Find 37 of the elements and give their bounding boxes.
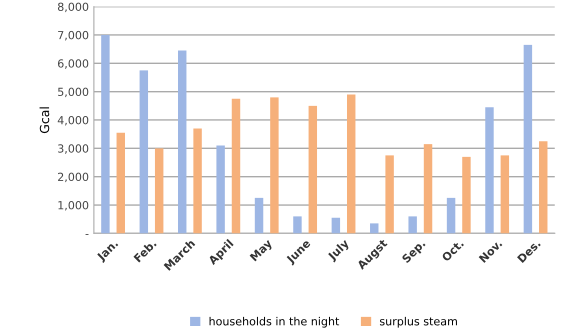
- y-tick-label: 6,000: [58, 59, 88, 69]
- bar: [101, 34, 110, 234]
- bar: [370, 223, 378, 234]
- bar: [500, 155, 510, 234]
- bar: [293, 216, 302, 234]
- y-tick-label: 5,000: [58, 88, 88, 98]
- bar: [270, 97, 279, 234]
- bar: [524, 44, 532, 234]
- bar: [116, 132, 125, 234]
- y-tick-label: 4,000: [58, 116, 88, 126]
- bar: [308, 106, 318, 234]
- bar: [446, 198, 456, 234]
- bar: [408, 216, 417, 234]
- bar: [485, 107, 494, 234]
- y-tick-label: -: [86, 234, 88, 235]
- bar: [539, 141, 548, 234]
- y-tick-label: 2,000: [58, 172, 88, 182]
- bar: [385, 155, 394, 234]
- bar: [140, 70, 148, 234]
- bar: [216, 145, 225, 234]
- y-tick-label: 1,000: [58, 200, 88, 211]
- legend-label: households in the night: [210, 316, 340, 328]
- bar: [462, 156, 471, 234]
- y-tick-label: 3,000: [58, 144, 88, 154]
- bar: [254, 198, 264, 234]
- bar: [424, 144, 432, 234]
- y-tick-label: 8,000: [58, 2, 88, 12]
- y-tick-label: 7,000: [58, 30, 88, 40]
- legend-label: surplus steam: [380, 316, 457, 328]
- bar: [154, 148, 164, 234]
- x-tick-label: Oct.: [441, 239, 464, 262]
- bar: [193, 128, 202, 234]
- y-axis-title: Gcal: [40, 107, 50, 134]
- bar: [178, 50, 186, 234]
- bar: [332, 218, 340, 234]
- bar: [346, 94, 356, 234]
- bar: [232, 98, 240, 234]
